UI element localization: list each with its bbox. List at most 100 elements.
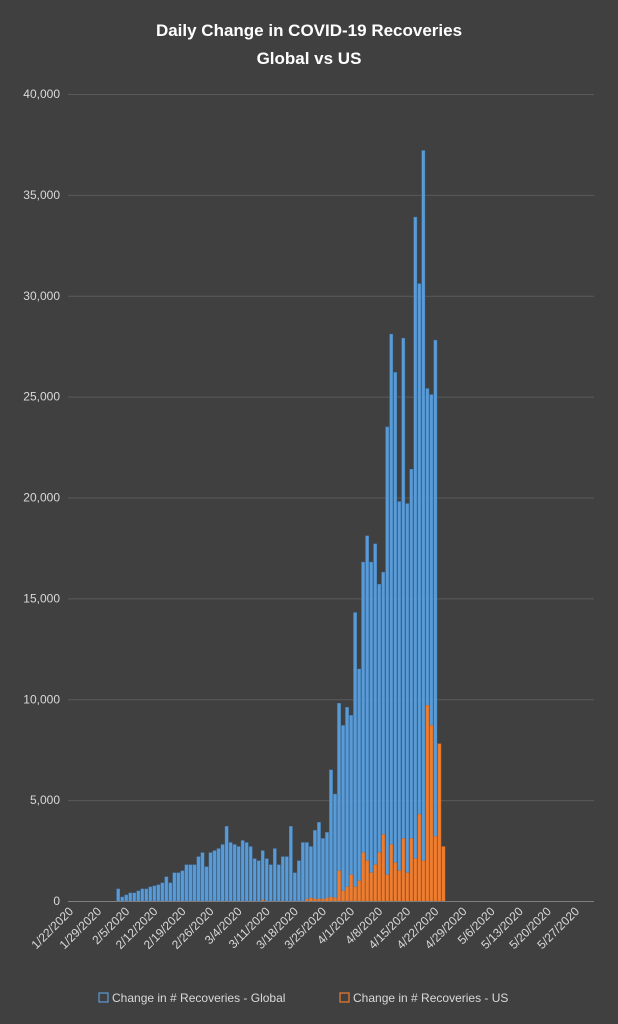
bar-global (333, 793, 337, 902)
bar-us (389, 844, 394, 902)
bar-us (349, 874, 353, 902)
bar-us (401, 838, 406, 902)
bar-global (156, 884, 161, 902)
bar-global (192, 864, 197, 902)
bar-global (309, 846, 313, 902)
bar-us (361, 852, 365, 902)
bar-us (369, 872, 373, 902)
bar-global (353, 612, 357, 902)
bar-us (381, 834, 386, 902)
bar-global (244, 842, 249, 902)
legend-swatch-global (98, 992, 109, 1003)
global-series-bars (116, 150, 438, 902)
bar-us (397, 870, 402, 902)
bar-global (397, 501, 402, 902)
bar-us (437, 743, 442, 902)
bar-global (252, 858, 257, 902)
bar-global (417, 283, 422, 902)
bar-global (385, 426, 390, 902)
bar-global (393, 372, 398, 902)
bar-us (393, 862, 398, 902)
bar-global (256, 860, 261, 902)
y-tick-label: 0 (53, 894, 60, 908)
bar-us (421, 860, 426, 902)
bar-global (132, 892, 137, 902)
bar-global (128, 892, 133, 902)
bar-global (268, 864, 273, 902)
bar-global (341, 725, 345, 902)
bar-global (301, 842, 305, 902)
bar-global (369, 561, 373, 902)
bar-global (168, 882, 173, 902)
chart-title-line-2: Global vs US (257, 49, 362, 68)
bar-us (329, 896, 333, 902)
y-axis-ticks: 0 5,000 10,000 15,000 20,000 25,000 30,000 35,0… (23, 87, 60, 908)
bar-global (329, 769, 333, 902)
bar-global (317, 822, 321, 902)
bar-global (321, 838, 325, 902)
bar-global (357, 668, 361, 902)
legend-label-us: Change in # Recoveries - US (353, 991, 508, 1005)
bar-global (361, 561, 365, 902)
bar-global (248, 846, 253, 902)
bar-global (164, 876, 169, 902)
bar-global (325, 832, 329, 902)
bar-global (116, 888, 121, 902)
bar-global (421, 150, 426, 902)
bar-global (236, 846, 241, 902)
bar-global (297, 860, 301, 902)
bar-us (337, 870, 341, 902)
bar-global (373, 543, 377, 902)
us-series-bars (260, 705, 446, 902)
bar-global (413, 216, 418, 902)
bar-global (148, 886, 153, 902)
bar-global (136, 890, 141, 902)
bar-global (120, 896, 125, 902)
bar-us (321, 898, 325, 902)
y-tick-label: 30,000 (23, 289, 60, 303)
bar-us (365, 860, 369, 902)
bar-us (325, 897, 329, 902)
legend-label-global: Change in # Recoveries - Global (112, 991, 285, 1005)
bar-us (425, 705, 430, 902)
bar-global (196, 856, 201, 902)
bar-global (401, 337, 406, 902)
bar-us (341, 890, 345, 902)
bar-global (188, 864, 193, 902)
gridlines (68, 94, 594, 802)
bar-global (152, 885, 157, 902)
bar-us (409, 838, 414, 902)
bar-global (140, 888, 145, 902)
bar-global (216, 848, 221, 902)
bar-global (184, 864, 189, 902)
bar-global (220, 844, 225, 902)
bar-global (305, 842, 309, 902)
bar-global (232, 844, 237, 902)
bar-us (357, 880, 361, 902)
bar-us (433, 836, 438, 902)
bar-global (285, 856, 289, 902)
bar-global (224, 826, 229, 902)
y-tick-label: 5,000 (30, 793, 60, 807)
bar-global (389, 333, 394, 902)
bar-global (433, 339, 438, 902)
bar-global (349, 715, 353, 902)
chart-title-line-1: Daily Change in COVID-19 Recoveries (156, 21, 462, 40)
y-tick-label: 25,000 (23, 390, 60, 404)
y-tick-label: 40,000 (23, 87, 60, 101)
bar-us (305, 898, 309, 902)
legend: Change in # Recoveries - Global Change i… (98, 991, 508, 1005)
bar-global (409, 469, 414, 902)
bar-us (413, 858, 418, 902)
bar-us (260, 899, 265, 902)
x-axis-ticks: 1/22/20201/29/20202/5/20202/12/20202/19/… (28, 904, 582, 952)
bar-us (417, 814, 422, 902)
bar-us (373, 864, 377, 902)
bar-global (345, 707, 349, 902)
y-tick-label: 10,000 (23, 692, 60, 706)
bar-us (313, 898, 317, 902)
bar-global (228, 842, 233, 902)
bar-global (240, 840, 245, 902)
y-tick-label: 15,000 (23, 591, 60, 605)
